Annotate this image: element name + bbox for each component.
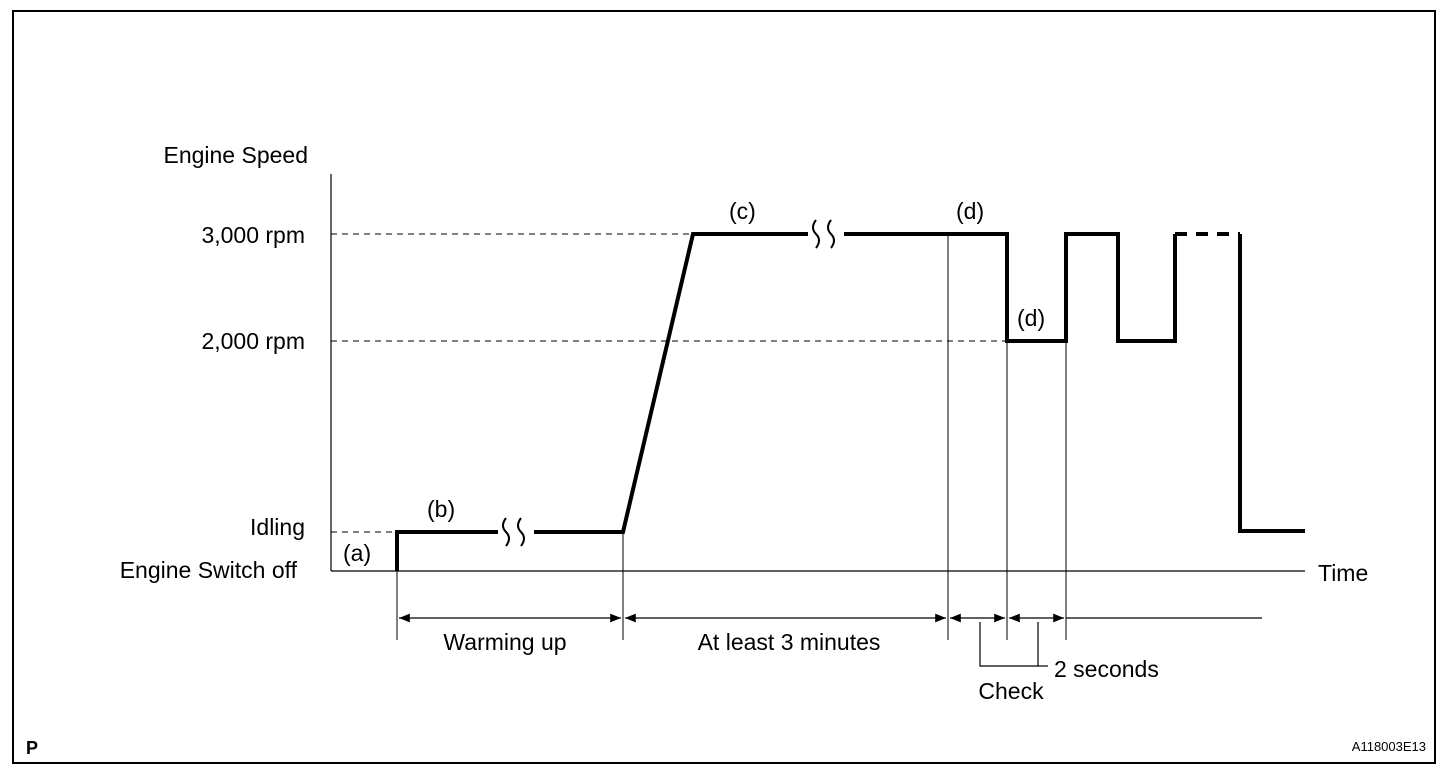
label-3000-rpm: 3,000 rpm: [201, 222, 305, 248]
engine-speed-trace: [395, 232, 1177, 571]
check-bracket: [979, 622, 1039, 667]
check-label: Check: [978, 678, 1044, 704]
label-idling: Idling: [250, 514, 305, 540]
two-seconds-label: 2 seconds: [1054, 656, 1159, 682]
step-a-label: (a): [343, 540, 371, 566]
figure-code: A118003E13: [1352, 739, 1426, 754]
break-mark-idling: [498, 517, 534, 547]
x-axis-title: Time: [1318, 560, 1368, 586]
label-switch-off: Engine Switch off: [120, 557, 298, 583]
at-least-3min-label: At least 3 minutes: [698, 629, 881, 655]
label-2000-rpm: 2,000 rpm: [201, 328, 305, 354]
warming-up-label: Warming up: [443, 629, 566, 655]
step-b-label: (b): [427, 496, 455, 522]
corner-mark: P: [26, 738, 38, 758]
step-d-low-label: (d): [1017, 305, 1045, 331]
trace-final-drop: [1238, 234, 1305, 533]
diagram-frame: [12, 10, 1436, 764]
step-c-label: (c): [729, 198, 756, 224]
step-d-top-label: (d): [956, 198, 984, 224]
break-mark-3000: [808, 219, 844, 249]
y-axis-title: Engine Speed: [163, 142, 308, 168]
